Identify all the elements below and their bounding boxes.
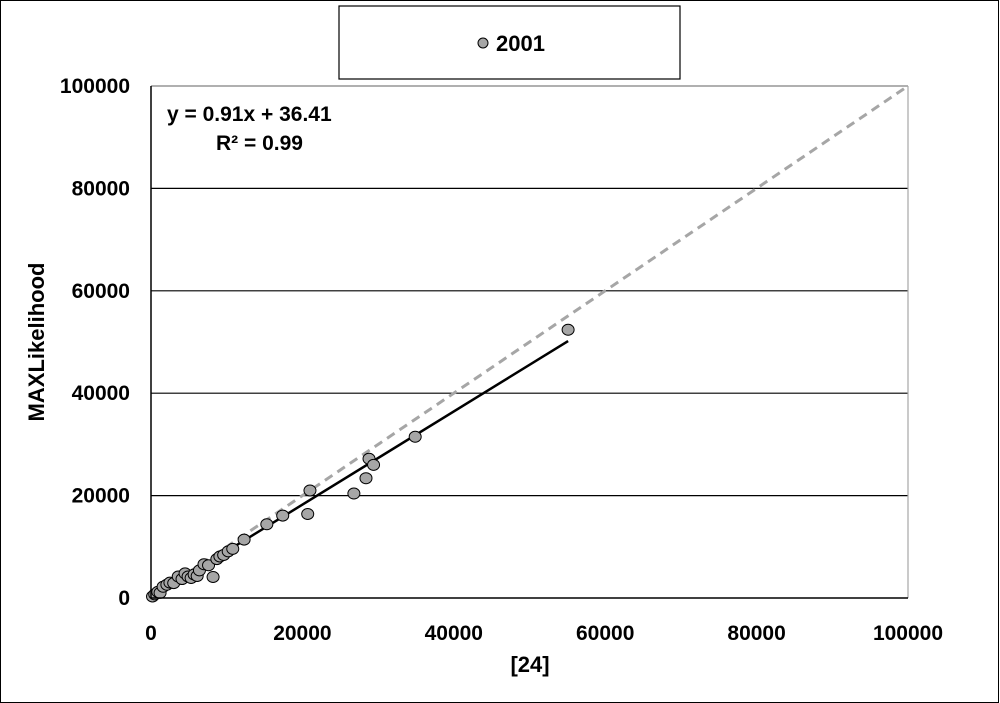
legend: 2001	[338, 5, 681, 80]
x-tick-label-1: 20000	[273, 622, 331, 645]
x-tick-label-0: 0	[145, 622, 157, 645]
data-point	[276, 509, 290, 522]
y-tick-label-3: 60000	[72, 280, 130, 303]
data-point	[347, 487, 361, 500]
data-point	[303, 484, 317, 497]
y-tick-label-0: 0	[118, 587, 130, 610]
data-point	[359, 472, 373, 485]
y-tick-label-5: 100000	[60, 75, 130, 98]
y-axis-title: MAXLikelihood	[24, 263, 49, 422]
data-point	[206, 571, 220, 584]
legend-entry-2001: 2001	[496, 31, 545, 56]
x-tick-label-5: 100000	[873, 622, 943, 645]
data-point	[561, 323, 575, 336]
x-axis-title: [24]	[510, 652, 549, 677]
y-tick-label-1: 20000	[72, 485, 130, 508]
axes	[150, 85, 909, 599]
x-tick-label-2: 40000	[425, 622, 483, 645]
y-tick-label-2: 40000	[72, 382, 130, 405]
data-point	[408, 430, 422, 443]
data-point	[367, 458, 381, 471]
legend-marker	[477, 37, 489, 49]
data-point	[237, 533, 251, 546]
x-tick-label-3: 60000	[576, 622, 634, 645]
data-point	[226, 542, 240, 555]
tick-labels: 0 20000 40000 60000 80000 100000 0 20000 40000 60…	[60, 75, 943, 645]
data-point	[260, 518, 274, 531]
legend-box	[338, 5, 681, 80]
x-tick-label-4: 80000	[727, 622, 785, 645]
trendline-equation: y = 0.91x + 36.41	[167, 103, 332, 126]
y-tick-label-4: 80000	[72, 177, 130, 200]
trendline-r-squared: R² = 0.99	[216, 132, 303, 155]
data-point	[301, 508, 315, 521]
